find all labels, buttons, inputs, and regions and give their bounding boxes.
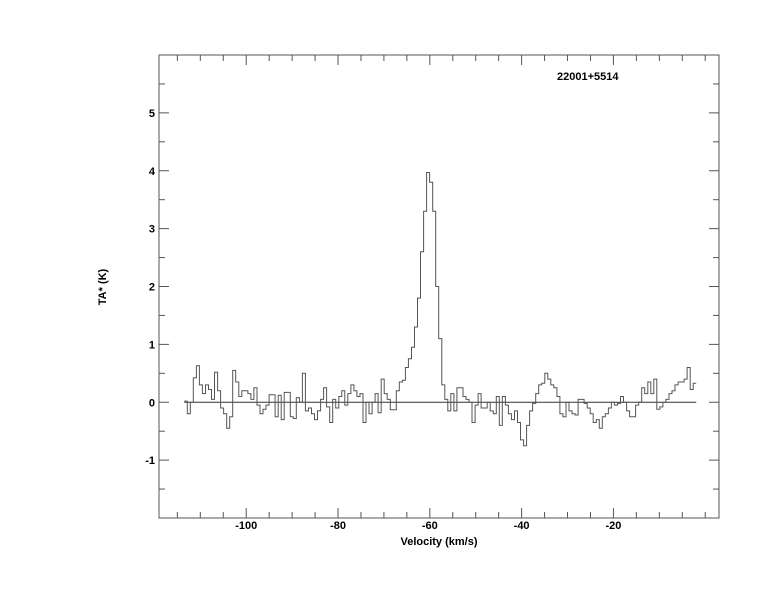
- y-tick-label: 3: [149, 224, 155, 236]
- y-tick-label: 1: [149, 339, 155, 351]
- spectrum-line: [184, 172, 697, 447]
- y-tick-label: 0: [149, 397, 155, 409]
- x-tick-label: -20: [605, 520, 621, 532]
- y-tick-labels: -1 0 1 2 3 4 5: [145, 108, 156, 467]
- x-tick-label: -60: [422, 520, 438, 532]
- x-tick-label: -80: [330, 520, 346, 532]
- y-tick-label: 4: [149, 166, 156, 178]
- x-tick-labels: -100 -80 -60 -40 -20: [235, 520, 621, 532]
- y-tick-label: 2: [149, 282, 155, 294]
- y-tick-label: -1: [145, 455, 155, 467]
- x-tick-label: -40: [514, 520, 530, 532]
- y-axis-label: TA* (K): [97, 268, 109, 305]
- chart-title: 22001+5514: [557, 71, 619, 83]
- axis-ticks: [159, 54, 719, 519]
- x-axis-label: Velocity (km/s): [400, 536, 477, 548]
- y-tick-label: 5: [149, 108, 155, 120]
- x-tick-label: -100: [235, 520, 257, 532]
